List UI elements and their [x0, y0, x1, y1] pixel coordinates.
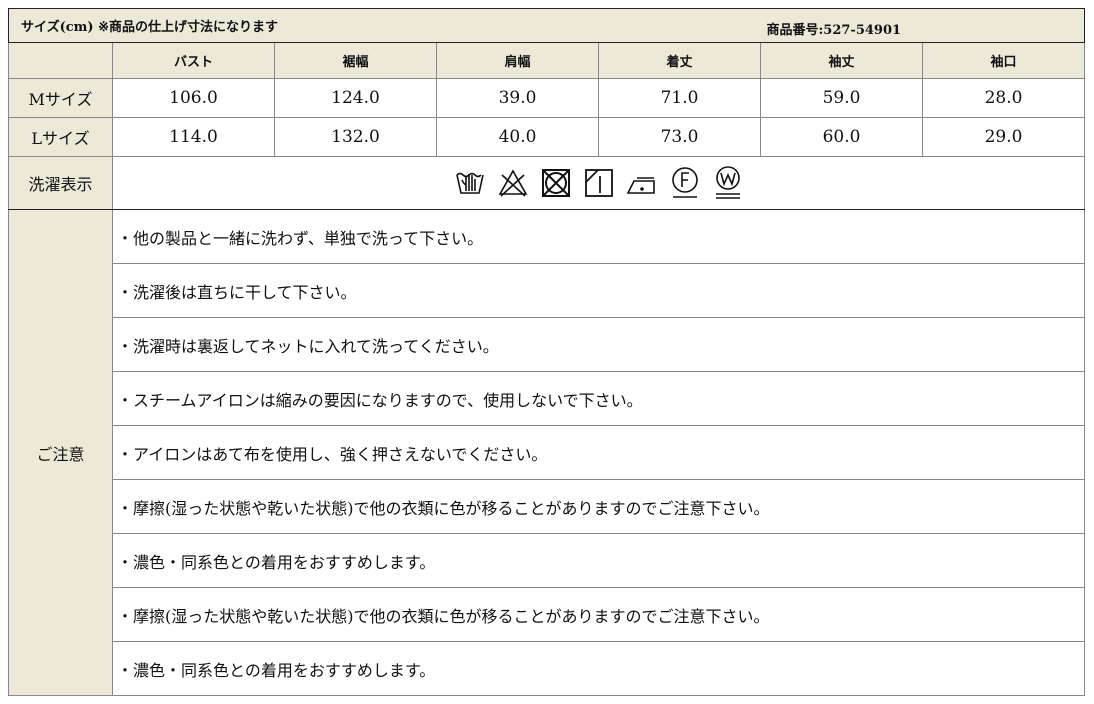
note-text: ・他の製品と一緒に洗わず、単独で洗って下さい。 [111, 209, 1086, 264]
note-text: ・摩擦(湿った状態や乾いた状態)で他の衣類に色が移ることがありますのでご注意下さ… [111, 587, 1086, 642]
line-dry-shade-icon [584, 169, 613, 197]
product-number: 商品番号:527-54901 [766, 22, 902, 38]
care-icons-cell [111, 156, 1086, 210]
iron-low-icon [626, 177, 655, 194]
row-label: Lサイズ [8, 117, 113, 157]
note-row: ・洗濯時は裏返してネットに入れて洗ってください。 [9, 317, 1086, 372]
note-text: ・洗濯後は直ちに干して下さい。 [111, 263, 1086, 318]
column-header: 裾幅 [274, 42, 437, 79]
cell: 73.0 [598, 117, 761, 157]
care-label: 洗濯表示 [8, 156, 113, 210]
cell: 40.0 [436, 117, 599, 157]
note-row: ・摩擦(湿った状態や乾いた状態)で他の衣類に色が移ることがありますのでご注意下さ… [9, 479, 1086, 534]
cell: 132.0 [274, 117, 437, 157]
note-text: ・アイロンはあて布を使用し、強く押さえないでください。 [111, 425, 1086, 480]
note-row: ご注意 ・他の製品と一緒に洗わず、単独で洗って下さい。 [8, 209, 1086, 696]
column-header-row: バスト 裾幅 肩幅 着丈 袖丈 袖口 [8, 42, 1086, 79]
cell: 71.0 [598, 78, 761, 118]
column-header: 袖口 [921, 42, 1086, 79]
hand-wash-icon [455, 172, 484, 194]
note-row: ・アイロンはあて布を使用し、強く押さえないでください。 [9, 425, 1086, 480]
dry-clean-f-icon [671, 167, 698, 198]
note-text: ・スチームアイロンは縮みの要因になりますので、使用しないで下さい。 [111, 371, 1086, 426]
cell: 114.0 [112, 117, 275, 157]
note-row: ・摩擦(湿った状態や乾いた状態)で他の衣類に色が移ることがありますのでご注意下さ… [9, 587, 1086, 642]
care-row: 洗濯表示 [8, 156, 1086, 210]
cell: 124.0 [274, 78, 437, 118]
table-title: サイズ(cm) ※商品の仕上げ寸法になります [21, 20, 279, 35]
note-row: ・スチームアイロンは縮みの要因になりますので、使用しないで下さい。 [9, 371, 1086, 426]
notes-label: ご注意 [8, 209, 113, 696]
corner-cell [8, 42, 113, 79]
note-text: ・洗濯時は裏返してネットに入れて洗ってください。 [111, 317, 1086, 372]
cell: 59.0 [760, 78, 923, 118]
column-header: 着丈 [598, 42, 761, 79]
cell: 29.0 [921, 117, 1086, 157]
column-header: バスト [112, 42, 275, 79]
wet-clean-w-icon [715, 166, 740, 199]
row-label: Mサイズ [8, 78, 113, 118]
no-tumble-dry-icon [541, 169, 570, 197]
note-text: ・濃色・同系色との着用をおすすめします。 [111, 533, 1086, 588]
note-row: ・洗濯後は直ちに干して下さい。 [9, 263, 1086, 318]
note-text: ・摩擦(湿った状態や乾いた状態)で他の衣類に色が移ることがありますのでご注意下さ… [111, 479, 1086, 534]
cell: 39.0 [436, 78, 599, 118]
cell: 106.0 [112, 78, 275, 118]
column-header: 袖丈 [760, 42, 923, 79]
note-row: ・濃色・同系色との着用をおすすめします。 [9, 533, 1086, 588]
cell: 28.0 [921, 78, 1086, 118]
size-table: サイズ(cm) ※商品の仕上げ寸法になります 商品番号:527-54901 バス… [7, 8, 1086, 696]
table-row: Mサイズ 106.0 124.0 39.0 71.0 59.0 28.0 [8, 78, 1086, 118]
column-header: 肩幅 [436, 42, 599, 79]
table-title-row: サイズ(cm) ※商品の仕上げ寸法になります 商品番号:527-54901 [7, 8, 1086, 43]
note-row: ・濃色・同系色との着用をおすすめします。 [9, 641, 1086, 696]
no-bleach-icon [498, 169, 527, 197]
note-text: ・濃色・同系色との着用をおすすめします。 [111, 641, 1086, 696]
cell: 60.0 [760, 117, 923, 157]
table-row: Lサイズ 114.0 132.0 40.0 73.0 60.0 29.0 [8, 117, 1086, 157]
